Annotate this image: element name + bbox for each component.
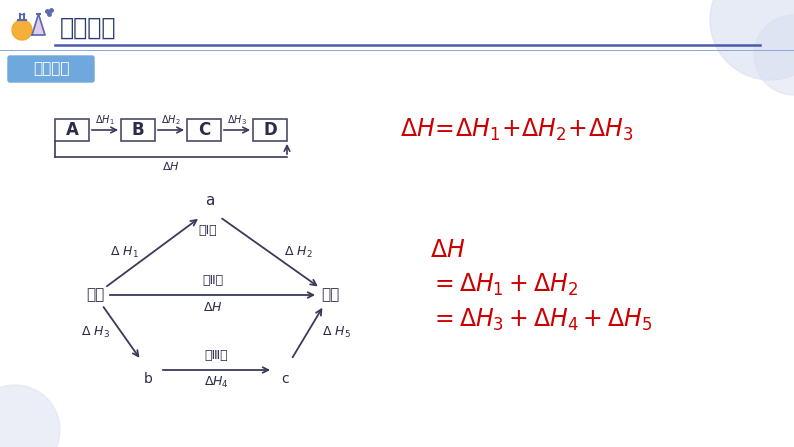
Text: $\Delta H$: $\Delta H$ xyxy=(202,301,222,314)
Text: $\Delta H\!=\!\Delta H_1\!+\!\Delta H_2\!+\!\Delta H_3$: $\Delta H\!=\!\Delta H_1\!+\!\Delta H_2\… xyxy=(400,117,634,143)
Text: $\Delta H$: $\Delta H$ xyxy=(430,238,465,262)
Text: $=\Delta H_1+\Delta H_2$: $=\Delta H_1+\Delta H_2$ xyxy=(430,272,578,298)
Text: （Ⅰ）: （Ⅰ） xyxy=(198,224,218,237)
Circle shape xyxy=(12,20,32,40)
FancyBboxPatch shape xyxy=(253,119,287,141)
Text: 终态: 终态 xyxy=(321,287,339,303)
Text: b: b xyxy=(144,372,152,386)
Text: （Ⅲ）: （Ⅲ） xyxy=(205,349,229,362)
FancyBboxPatch shape xyxy=(55,119,89,141)
FancyBboxPatch shape xyxy=(8,56,94,82)
Circle shape xyxy=(710,0,794,80)
Text: $\Delta\ H_1$: $\Delta\ H_1$ xyxy=(110,245,138,260)
Circle shape xyxy=(754,15,794,95)
Text: （Ⅱ）: （Ⅱ） xyxy=(202,274,223,287)
Polygon shape xyxy=(32,14,45,35)
Text: $\mathit{\Delta H_3}$: $\mathit{\Delta H_3}$ xyxy=(227,113,247,127)
Text: $\Delta\ H_2$: $\Delta\ H_2$ xyxy=(284,245,313,260)
Text: D: D xyxy=(263,121,277,139)
Text: $\Delta\ H_5$: $\Delta\ H_5$ xyxy=(322,325,350,340)
FancyBboxPatch shape xyxy=(187,119,221,141)
Text: C: C xyxy=(198,121,210,139)
Text: $\mathit{\Delta H}$: $\mathit{\Delta H}$ xyxy=(162,160,179,172)
Text: c: c xyxy=(281,372,289,386)
Text: A: A xyxy=(66,121,79,139)
Text: 盖斯定律: 盖斯定律 xyxy=(60,16,117,40)
Text: B: B xyxy=(132,121,145,139)
Text: $=\Delta H_3+\Delta H_4+\Delta H_5$: $=\Delta H_3+\Delta H_4+\Delta H_5$ xyxy=(430,307,652,333)
Text: $\mathit{\Delta H_1}$: $\mathit{\Delta H_1}$ xyxy=(95,113,115,127)
Text: a: a xyxy=(206,193,214,208)
Text: $\Delta H_4$: $\Delta H_4$ xyxy=(204,375,229,390)
Text: $\Delta\ H_3$: $\Delta\ H_3$ xyxy=(81,325,110,340)
Text: 始态: 始态 xyxy=(86,287,104,303)
FancyBboxPatch shape xyxy=(121,119,155,141)
Text: $\mathit{\Delta H_2}$: $\mathit{\Delta H_2}$ xyxy=(161,113,181,127)
Text: 图示表示: 图示表示 xyxy=(33,62,69,76)
Circle shape xyxy=(0,385,60,447)
